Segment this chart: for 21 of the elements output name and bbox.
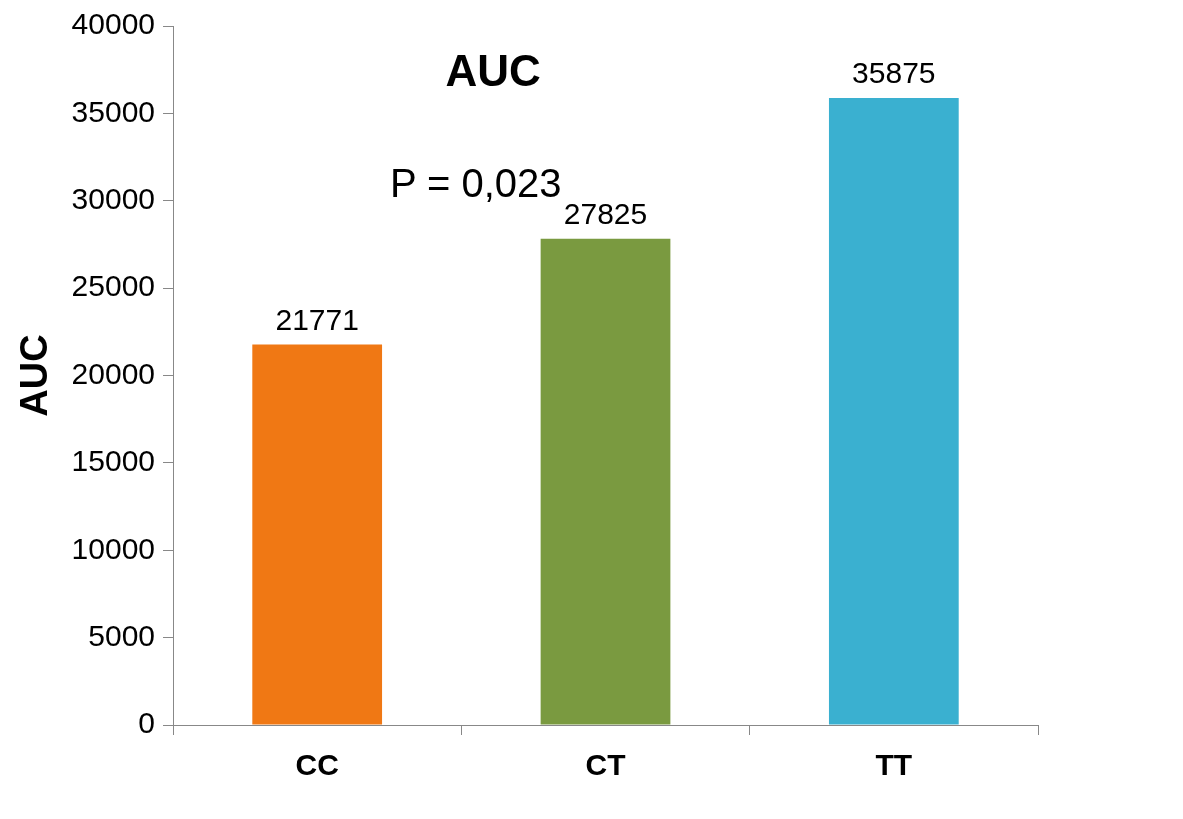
y-tick-label: 10000: [71, 531, 156, 565]
y-tick-label: 30000: [71, 182, 156, 216]
x-tick-label: CC: [295, 748, 339, 782]
y-tick-label: 40000: [71, 7, 156, 41]
data-label: 35875: [852, 56, 936, 90]
data-label: 27825: [563, 197, 648, 231]
y-tick-label: 15000: [71, 444, 156, 478]
y-tick-label: 25000: [71, 269, 156, 303]
y-tick-label: 5000: [88, 618, 156, 652]
bar: [828, 98, 959, 725]
data-label: 21771: [275, 302, 359, 336]
y-axis-title: AUC: [13, 334, 56, 417]
annotation: P = 0,023: [389, 161, 562, 206]
x-tick-label: TT: [875, 748, 913, 782]
y-tick-label: 0: [138, 706, 156, 740]
text: AUC: [445, 46, 541, 96]
x-tick-label: CT: [585, 748, 626, 782]
y-tick-label: 35000: [71, 94, 156, 128]
bar: [252, 344, 383, 725]
bar: [540, 238, 671, 725]
y-tick-label: 20000: [71, 356, 156, 390]
